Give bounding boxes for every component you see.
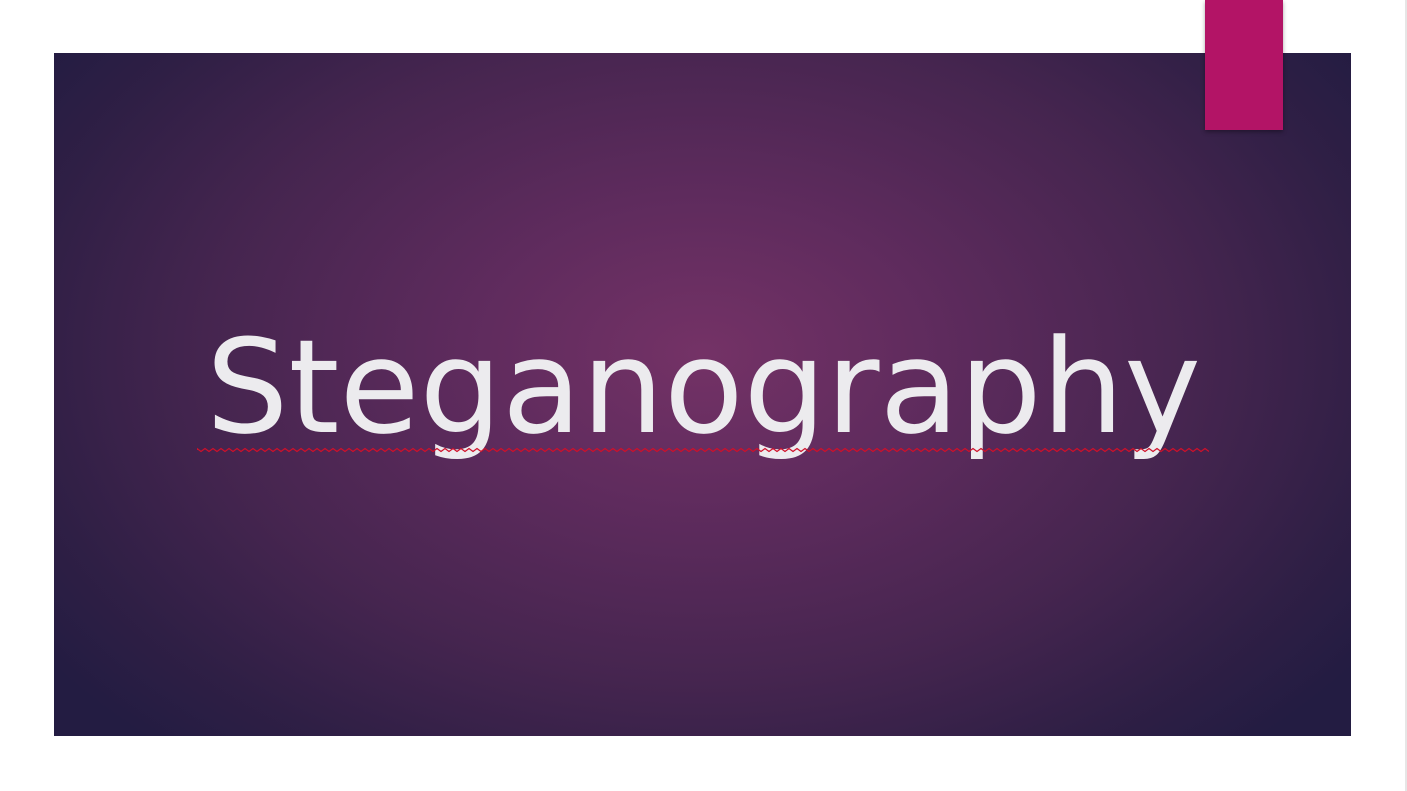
- title-placeholder[interactable]: Steganography: [0, 322, 1407, 452]
- accent-tab: [1205, 0, 1283, 130]
- slide-title[interactable]: Steganography: [205, 311, 1202, 463]
- canvas-right-edge: [1405, 0, 1407, 791]
- slide[interactable]: [54, 53, 1351, 736]
- spellcheck-underline: [197, 447, 1209, 453]
